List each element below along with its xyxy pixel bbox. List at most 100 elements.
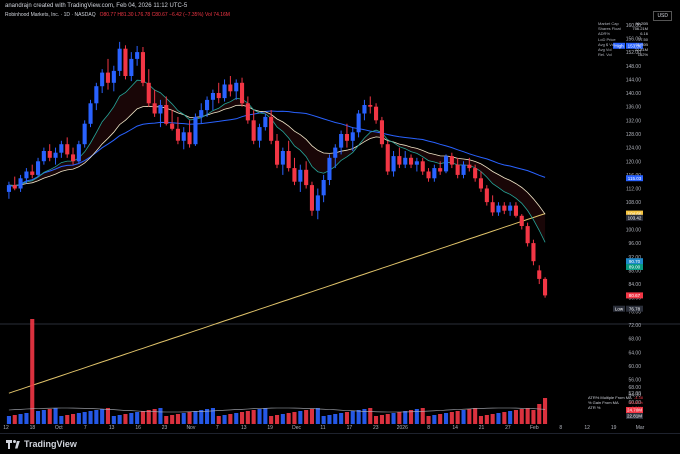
vstat-row: % Gain From MA -20.87% xyxy=(588,400,643,406)
candle-body xyxy=(502,205,507,211)
candle-body xyxy=(30,171,35,175)
price-tag-caption xyxy=(613,42,625,49)
volume-bar xyxy=(71,414,76,424)
candle-body xyxy=(525,226,530,244)
volume-bar xyxy=(356,410,361,424)
candle-body xyxy=(327,157,332,180)
volume-bar xyxy=(426,416,431,424)
volume-bar xyxy=(6,416,11,424)
price-tag xyxy=(626,210,643,217)
volume-bar xyxy=(216,416,221,424)
volume-bar xyxy=(414,409,419,424)
candle-body xyxy=(356,113,361,133)
candle-body xyxy=(117,48,122,71)
time-tick-label: 7 xyxy=(216,425,219,431)
volume-bar xyxy=(269,416,274,424)
volume-bar xyxy=(152,409,157,424)
time-tick-label: Dec xyxy=(292,425,301,431)
volume-bar xyxy=(397,412,402,424)
volume-bar xyxy=(438,414,443,424)
volume-bar xyxy=(140,411,145,424)
volume-bar xyxy=(444,413,449,424)
candle-body xyxy=(420,161,425,172)
candle-body xyxy=(432,168,437,179)
footer-bar: TradingView xyxy=(0,433,680,454)
volume-bar xyxy=(245,411,250,424)
volume-bar xyxy=(286,413,291,424)
volume-tick-label: 60.00 xyxy=(628,400,641,406)
volume-bar xyxy=(525,408,530,424)
volume-tag-label: 22.81M xyxy=(627,414,642,419)
candle-body xyxy=(76,144,81,162)
candle-body xyxy=(362,105,367,114)
time-tick-label: 23 xyxy=(162,425,168,431)
candle-body xyxy=(455,164,460,175)
volume-bar xyxy=(478,416,483,424)
price-tag xyxy=(626,214,643,221)
time-tick-label: 2026 xyxy=(397,425,408,431)
candle-body xyxy=(438,168,443,172)
volume-bar xyxy=(53,408,58,424)
candle-body xyxy=(6,185,11,192)
candle-body xyxy=(321,180,326,196)
volume-average-line xyxy=(8,407,546,413)
volume-bar xyxy=(420,408,425,424)
price-tick-label: 60.00 xyxy=(628,364,641,370)
volume-bar xyxy=(222,415,227,424)
volume-bar xyxy=(100,409,105,424)
candle-body xyxy=(59,144,64,153)
price-tag-label: 103.42 xyxy=(628,216,642,221)
symbol-legend: Robinhood Markets, Inc. · 1D · NASDAQ O8… xyxy=(5,12,230,18)
volume-bar xyxy=(409,410,414,424)
symbol-name[interactable]: Robinhood Markets, Inc. · 1D · NASDAQ xyxy=(5,12,96,18)
volume-bar xyxy=(205,409,210,424)
volume-bar xyxy=(362,409,367,424)
volume-bar xyxy=(280,414,285,424)
volume-tag-label: 24.70M xyxy=(627,408,642,413)
candle-body xyxy=(473,168,478,179)
candle-body xyxy=(82,123,87,145)
stat-row: Avg Vol 22.81M xyxy=(598,47,648,53)
volume-bar xyxy=(537,404,542,424)
tradingview-logo[interactable]: TradingView xyxy=(6,439,77,449)
volume-bar xyxy=(94,410,99,424)
volume-tag xyxy=(626,413,643,419)
candle-body xyxy=(18,178,23,189)
volume-bar xyxy=(490,414,495,424)
price-tick-label: 80.00 xyxy=(628,296,641,302)
time-tick-label: 23 xyxy=(373,425,379,431)
volume-bar xyxy=(339,413,344,424)
volume-bar xyxy=(496,413,501,424)
brand-name: TradingView xyxy=(24,439,77,449)
volume-bar xyxy=(111,416,116,424)
volume-bar xyxy=(210,408,215,424)
candle-body xyxy=(152,103,157,114)
time-tick-label: 12 xyxy=(584,425,590,431)
candle-body xyxy=(444,156,449,172)
candle-body xyxy=(298,169,303,182)
volume-bar xyxy=(432,415,437,424)
time-tick-label: 8 xyxy=(559,425,562,431)
candle-body xyxy=(205,99,210,111)
stat-row: ADR% 6.16 xyxy=(598,31,648,37)
price-tick-label: 56.00 xyxy=(628,378,641,384)
candle-body xyxy=(12,185,17,189)
volume-bar xyxy=(158,408,163,424)
candle-body xyxy=(391,156,396,172)
volume-bar xyxy=(193,411,198,424)
time-tick-label: 19 xyxy=(267,425,273,431)
volume-bar xyxy=(467,409,472,424)
candle-body xyxy=(251,120,256,141)
price-chart[interactable]: 160.00 156.00 152.00 148.00 144.00 140.00 136.… xyxy=(0,0,680,433)
stat-row: Market Cap 96.20B xyxy=(598,21,648,26)
volume-bar xyxy=(12,415,17,424)
volume-bar xyxy=(234,413,239,424)
volume-bar xyxy=(350,411,355,424)
candle-body xyxy=(537,270,542,279)
ema-10-line xyxy=(8,79,546,243)
volume-bar xyxy=(298,411,303,424)
price-tick-label: 120.00 xyxy=(626,159,642,165)
currency-button[interactable]: USD xyxy=(653,11,672,21)
ohlc-values: O80.77 H81.30 L76.78 C80.67 −6.42 (−7.35… xyxy=(99,12,230,18)
candle-body xyxy=(175,128,180,141)
